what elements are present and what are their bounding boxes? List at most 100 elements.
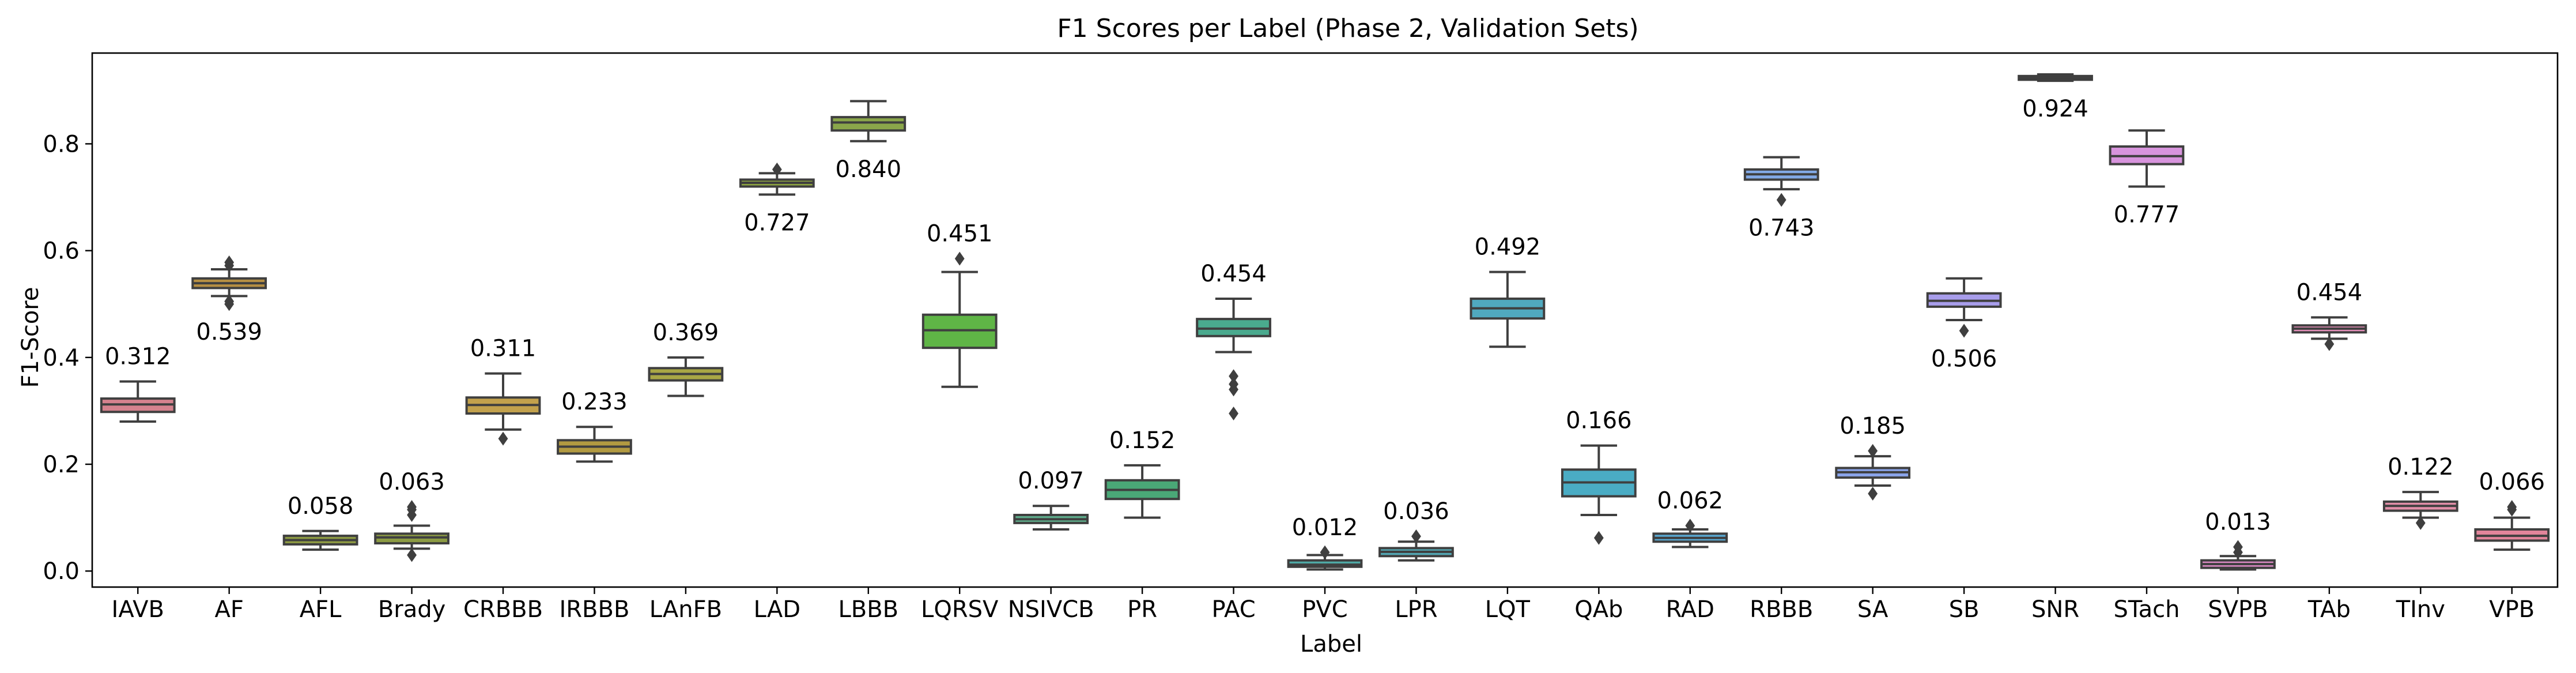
plot-frame — [91, 52, 2559, 588]
value-annotation: 0.152 — [1109, 427, 1176, 454]
x-tick-label: STach — [2113, 596, 2180, 623]
outlier-point — [1593, 531, 1604, 545]
x-tick-label: TInv — [2396, 596, 2445, 623]
value-annotation: 0.063 — [379, 469, 445, 495]
box-group-lqt: LQT 0.492 — [1470, 234, 1546, 623]
plot-area: 0.0 0.2 0.4 0.6 0.8 IAVB 0.312 AF 0.539 AFL 0.058 B… — [43, 52, 2559, 623]
outlier-point — [1320, 545, 1330, 559]
value-annotation: 0.013 — [2205, 509, 2271, 536]
box-group-vpb: VPB 0.066 — [2474, 469, 2550, 623]
box-group-nsivcb: NSIVCB 0.097 — [1008, 468, 1094, 623]
value-annotation: 0.506 — [1931, 346, 1997, 373]
box-group-crbbb: CRBBB 0.311 — [463, 336, 543, 623]
x-tick-label: PVC — [1302, 596, 1347, 623]
box-group-sb: SB 0.506 — [1926, 277, 2002, 623]
x-tick-label: NSIVCB — [1008, 596, 1094, 623]
outlier-point — [2233, 540, 2243, 554]
y-tick-label: 0.8 — [43, 131, 80, 157]
value-annotation: 0.454 — [2297, 279, 2363, 306]
outlier-point — [1229, 407, 1238, 421]
value-annotation: 0.066 — [2479, 469, 2545, 495]
box-group-lanfb: LAnFB 0.369 — [648, 319, 724, 623]
outlier-point — [1229, 382, 1238, 397]
chart-title: F1 Scores per Label (Phase 2, Validation… — [1057, 14, 1638, 43]
value-annotation: 0.727 — [744, 209, 810, 236]
value-annotation: 0.539 — [196, 319, 262, 345]
value-annotation: 0.743 — [1748, 215, 1815, 242]
x-tick-label: LAD — [754, 596, 800, 623]
box-group-rad: RAD 0.062 — [1652, 488, 1728, 623]
value-annotation: 0.924 — [2022, 96, 2088, 122]
x-tick-label: SVPB — [2208, 596, 2268, 623]
outlier-point — [1776, 193, 1786, 207]
x-tick-label: AFL — [300, 596, 342, 623]
x-tick-label: LPR — [1395, 596, 1437, 623]
x-tick-label: CRBBB — [463, 596, 543, 623]
box-group-pr: PR 0.152 — [1104, 427, 1180, 623]
box-group-afl: AFL 0.058 — [282, 493, 358, 623]
y-axis-label: F1-Score — [17, 287, 44, 388]
x-tick-label: LQT — [1485, 596, 1531, 623]
x-tick-label: SNR — [2031, 596, 2079, 623]
value-annotation: 0.777 — [2114, 202, 2180, 228]
y-tick-label: 0.0 — [43, 558, 80, 585]
box-group-brady: Brady 0.063 — [374, 469, 450, 623]
box-group-snr: SNR 0.924 — [2018, 73, 2093, 623]
x-tick-label: LBBB — [838, 596, 898, 623]
outlier-point — [2415, 516, 2426, 530]
value-annotation: 0.036 — [1383, 498, 1449, 525]
outlier-point — [1229, 369, 1238, 384]
box-group-lbbb: LBBB 0.840 — [830, 100, 906, 623]
box-group-sa: SA 0.185 — [1835, 413, 1911, 623]
outlier-point — [772, 162, 782, 176]
y-tick-label: 0.4 — [43, 345, 80, 371]
x-tick-label: SB — [1949, 596, 1980, 623]
value-annotation: 0.185 — [1840, 413, 1906, 439]
value-annotation: 0.454 — [1200, 261, 1267, 287]
box-group-qab: QAb 0.166 — [1561, 408, 1637, 623]
value-annotation: 0.097 — [1018, 468, 1084, 494]
outlier-point — [2324, 337, 2335, 351]
value-annotation: 0.369 — [653, 319, 719, 346]
x-tick-label: AF — [214, 596, 243, 623]
box-group-irbbb: IRBBB 0.233 — [557, 389, 632, 623]
value-annotation: 0.312 — [105, 343, 171, 370]
outlier-point — [1411, 529, 1421, 544]
value-annotation: 0.012 — [1292, 514, 1358, 541]
box-group-pac: PAC 0.454 — [1196, 261, 1271, 623]
box-body — [830, 116, 906, 132]
outlier-point — [224, 294, 235, 309]
x-tick-label: Brady — [378, 596, 445, 623]
box-group-lpr: LPR 0.036 — [1378, 498, 1454, 623]
value-annotation: 0.058 — [288, 493, 354, 520]
x-tick-label: PAC — [1211, 596, 1255, 623]
x-tick-label: RAD — [1666, 596, 1714, 623]
value-annotation: 0.840 — [836, 156, 902, 183]
outlier-point — [1868, 443, 1878, 458]
value-annotation: 0.451 — [927, 221, 993, 247]
outlier-point — [2507, 500, 2517, 514]
x-tick-label: RBBB — [1750, 596, 1813, 623]
box-group-rbbb: RBBB 0.743 — [1743, 156, 1819, 623]
x-tick-label: IAVB — [112, 596, 164, 623]
box-group-lad: LAD 0.727 — [739, 162, 815, 623]
outlier-point — [1685, 518, 1695, 533]
value-annotation: 0.492 — [1475, 234, 1541, 261]
x-tick-label: LQRSV — [921, 596, 999, 623]
box-group-svpb: SVPB 0.013 — [2200, 509, 2276, 623]
box-group-tinv: TInv 0.122 — [2382, 454, 2458, 623]
y-tick-label: 0.2 — [43, 452, 80, 478]
box-group-stach: STach 0.777 — [2109, 129, 2185, 623]
x-tick-label: QAb — [1574, 596, 1623, 623]
value-annotation: 0.166 — [1566, 408, 1632, 434]
value-annotation: 0.062 — [1657, 488, 1724, 514]
value-annotation: 0.233 — [561, 389, 628, 415]
box-group-tab: TAb 0.454 — [2291, 279, 2367, 623]
outlier-point — [407, 500, 417, 514]
outlier-point — [407, 548, 417, 562]
box-group-lqrsv: LQRSV 0.451 — [921, 221, 999, 623]
outlier-point — [1959, 324, 1969, 338]
y-tick-label: 0.6 — [43, 238, 80, 265]
